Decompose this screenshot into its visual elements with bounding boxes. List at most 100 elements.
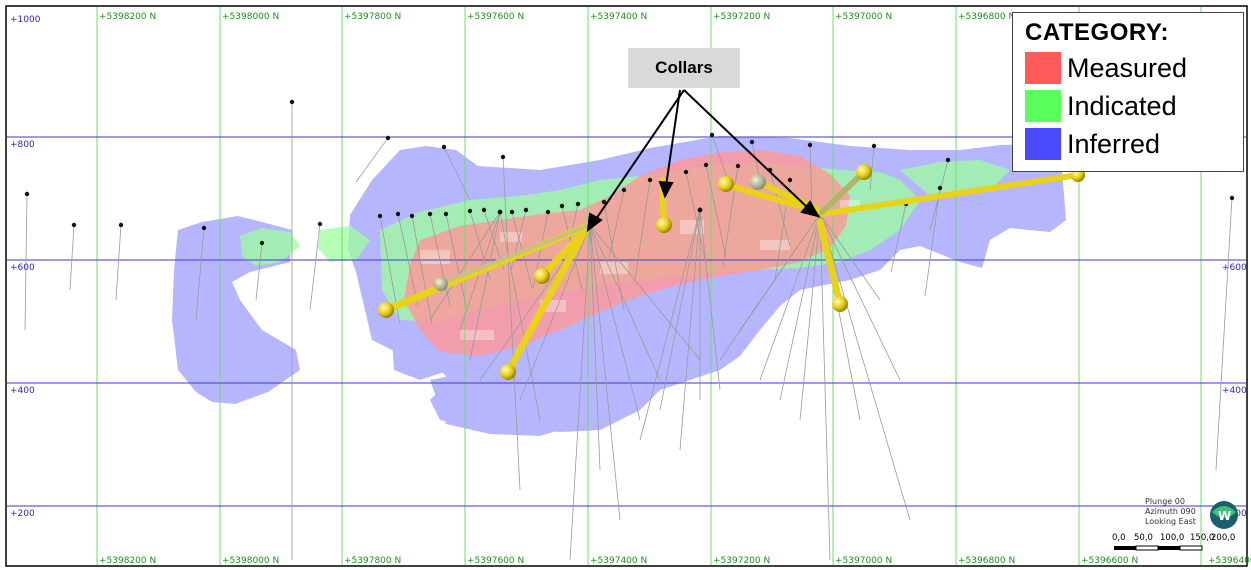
scale-segment — [1180, 546, 1202, 550]
northing-label: +5396400 — [1208, 556, 1251, 566]
elevation-label: +600 — [1222, 263, 1247, 273]
drillhole-collar — [808, 143, 812, 147]
scale-segment — [1114, 546, 1136, 550]
drillhole-collar — [318, 222, 322, 226]
trace-end-marker — [656, 217, 672, 233]
drillhole-collar — [444, 212, 448, 216]
northing-label: +5398200 N — [99, 556, 156, 566]
drillhole-collar — [684, 170, 688, 174]
northing-label: +5397000 N — [835, 556, 892, 566]
drillhole-collar — [710, 133, 714, 137]
legend-title: CATEGORY: — [1025, 19, 1231, 47]
elevation-label-top: +1000 — [10, 15, 41, 25]
drillhole-collar — [25, 192, 29, 196]
drillhole-collar — [501, 155, 505, 159]
legend-item-indicated: Indicated — [1025, 87, 1231, 125]
trace-end-marker — [856, 164, 872, 180]
view-orientation: Plunge 00 Azimuth 090 Looking East — [1145, 497, 1196, 527]
drillhole-collar — [938, 186, 942, 190]
drillhole-collar — [442, 145, 446, 149]
northing-label: +5397000 N — [835, 12, 892, 22]
northing-label: +5397200 N — [713, 556, 770, 566]
drillhole-collar — [498, 210, 502, 214]
drillhole-collar — [750, 140, 754, 144]
orientation-logo: W — [1210, 501, 1238, 529]
northing-label: +5397600 N — [467, 556, 524, 566]
scale-bar — [1114, 546, 1202, 550]
northing-label: +5397400 N — [590, 12, 647, 22]
drillhole-collar — [872, 144, 876, 148]
elevation-label: +400 — [10, 386, 35, 396]
svg-text:W: W — [1218, 509, 1231, 523]
drillhole-collar — [260, 241, 264, 245]
scale-tick-label: 100,0 — [1160, 533, 1184, 543]
trace-end-marker — [378, 302, 394, 318]
legend-item-inferred: Inferred — [1025, 125, 1231, 163]
drillhole-collar — [704, 163, 708, 167]
drillhole-collar — [622, 188, 626, 192]
drillhole-collar — [576, 202, 580, 206]
category-legend: CATEGORY: Measured Indicated Inferred — [1012, 12, 1244, 172]
northing-label: +5398000 N — [222, 556, 279, 566]
drillhole-collar — [698, 208, 702, 212]
northing-label: +5398200 N — [99, 12, 156, 22]
northing-label: +5397200 N — [713, 12, 770, 22]
drillhole-collar — [386, 136, 390, 140]
trace-end-marker — [434, 277, 448, 291]
drillhole-collar — [396, 212, 400, 216]
trace-end-marker — [500, 364, 516, 380]
elevation-label: +200 — [10, 509, 35, 519]
trace-end-marker — [718, 176, 734, 192]
drillhole-collar — [510, 210, 514, 214]
drillhole-collar — [736, 164, 740, 168]
drillhole-collar — [524, 208, 528, 212]
legend-swatch — [1025, 90, 1061, 122]
northing-label: +5396800 N — [958, 12, 1015, 22]
looking-text: Looking East — [1145, 517, 1196, 527]
trace-end-marker — [832, 296, 848, 312]
drillhole-collar — [560, 204, 564, 208]
drillhole-collar — [202, 226, 206, 230]
scale-segment — [1136, 546, 1158, 550]
legend-label: Inferred — [1067, 129, 1160, 160]
legend-label: Measured — [1067, 53, 1187, 84]
legend-item-measured: Measured — [1025, 49, 1231, 87]
azimuth-text: Azimuth 090 — [1145, 507, 1196, 517]
drillhole-collar — [788, 178, 792, 182]
drillhole-collar — [1230, 196, 1234, 200]
scale-tick-label: 200,0 — [1211, 533, 1235, 543]
drillhole-collar — [290, 100, 294, 104]
legend-swatch — [1025, 52, 1061, 84]
northing-label: +5396600 N — [1081, 556, 1138, 566]
drillhole-collar — [428, 212, 432, 216]
drillhole-collar — [378, 214, 382, 218]
drillhole-collar — [410, 214, 414, 218]
northing-label: +5396800 N — [958, 556, 1015, 566]
scale-tick-label: 0,0 — [1112, 533, 1126, 543]
drillhole-collar — [72, 223, 76, 227]
northing-labels-top: +5398200 N +5398000 N +5397800 N +5397600 N… — [99, 12, 1138, 22]
drillhole-collar — [648, 178, 652, 182]
drillhole-collar — [119, 223, 123, 227]
drillhole-collar — [482, 208, 486, 212]
elevation-label: +400 — [1222, 386, 1247, 396]
northing-label: +5397600 N — [467, 12, 524, 22]
trace-end-marker — [750, 174, 766, 190]
elevation-label: +600 — [10, 263, 35, 273]
northing-label: +5397800 N — [344, 556, 401, 566]
trace-end-marker — [534, 268, 550, 284]
northing-label: +5397400 N — [590, 556, 647, 566]
elevation-label: +800 — [10, 140, 35, 150]
plunge-text: Plunge 00 — [1145, 497, 1196, 507]
scale-segment — [1158, 546, 1180, 550]
legend-label: Indicated — [1067, 91, 1177, 122]
drillhole-collar — [946, 158, 950, 162]
collars-callout: Collars — [628, 48, 740, 88]
drillhole-collar — [468, 209, 472, 213]
legend-swatch — [1025, 128, 1061, 160]
drillhole-collar — [546, 210, 550, 214]
northing-label: +5397800 N — [344, 12, 401, 22]
northing-label: +5398000 N — [222, 12, 279, 22]
scale-tick-label: 50,0 — [1134, 533, 1153, 543]
